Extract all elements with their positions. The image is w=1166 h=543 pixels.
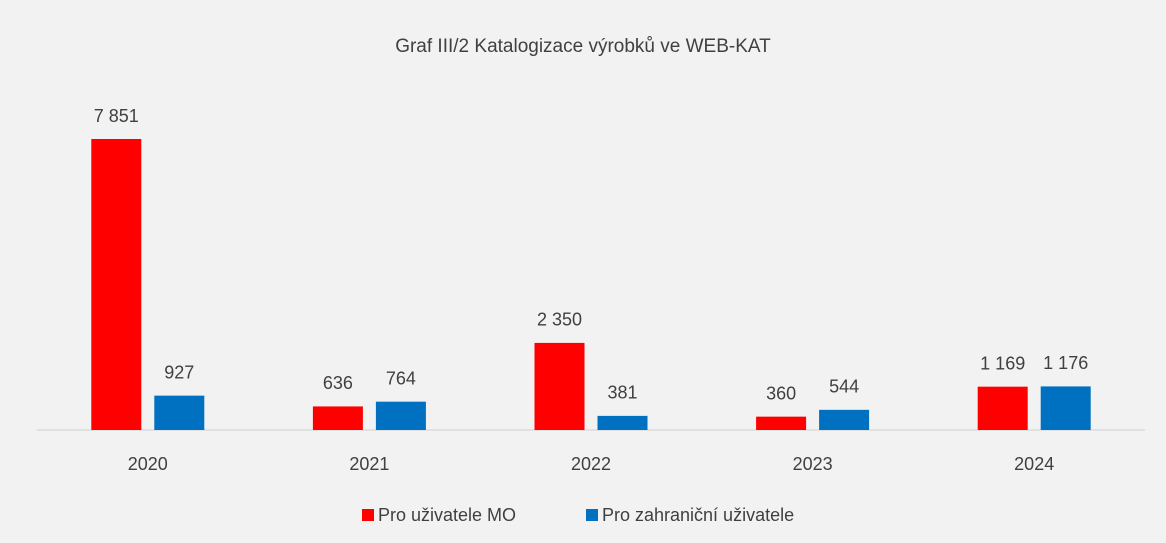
x-tick-label: 2021	[349, 454, 389, 474]
bar	[597, 415, 648, 430]
bar	[977, 386, 1028, 430]
data-label: 7 851	[94, 106, 139, 126]
bar	[312, 406, 363, 430]
data-label: 2 350	[537, 310, 582, 330]
bar	[1040, 386, 1091, 430]
bar	[375, 401, 426, 430]
legend-swatch	[362, 509, 374, 521]
bar	[154, 395, 205, 430]
data-label: 927	[164, 362, 194, 382]
x-tick-label: 2022	[571, 454, 611, 474]
data-label: 360	[766, 383, 796, 403]
data-label: 544	[829, 377, 859, 397]
data-label: 1 169	[980, 353, 1025, 373]
bar	[534, 342, 585, 430]
x-tick-label: 2020	[128, 454, 168, 474]
bar	[819, 409, 870, 430]
data-label: 381	[607, 383, 637, 403]
bar	[91, 139, 142, 430]
x-tick-label: 2024	[1014, 454, 1054, 474]
legend-swatch	[586, 509, 598, 521]
data-label: 764	[386, 368, 416, 388]
x-tick-label: 2023	[793, 454, 833, 474]
data-label: 636	[323, 373, 353, 393]
legend-label: Pro uživatele MO	[378, 505, 516, 525]
legend-label: Pro zahraniční uživatele	[602, 505, 794, 525]
bar	[756, 416, 807, 430]
data-label: 1 176	[1043, 353, 1088, 373]
chart-title: Graf III/2 Katalogizace výrobků ve WEB-K…	[395, 36, 771, 57]
